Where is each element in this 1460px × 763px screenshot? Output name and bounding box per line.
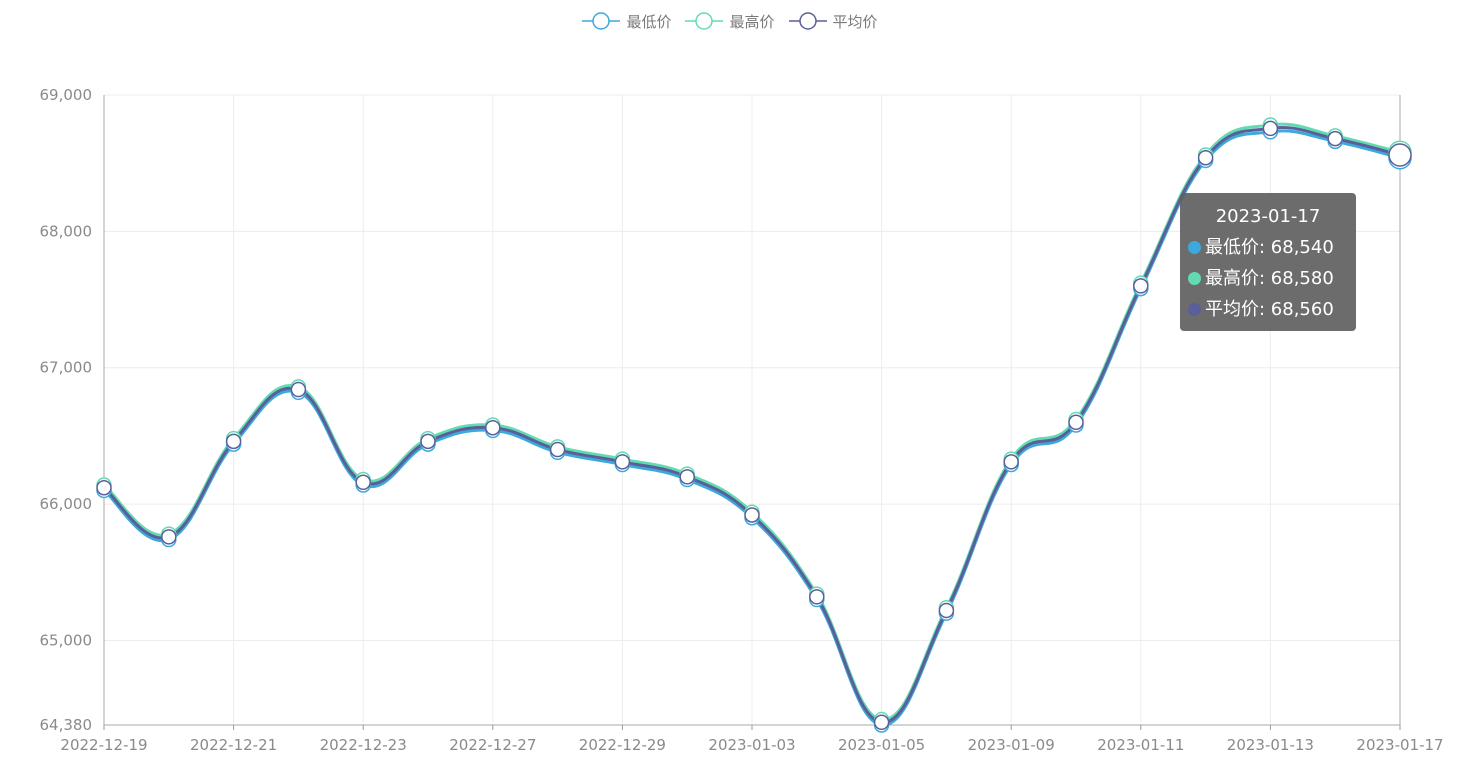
legend-line-circle-icon [582, 12, 621, 30]
y-tick-label: 66,000 [40, 495, 93, 513]
data-point[interactable] [1068, 414, 1084, 431]
data-point[interactable] [485, 419, 501, 436]
data-point[interactable] [96, 479, 112, 496]
y-tick-label: 68,000 [40, 222, 93, 240]
data-point[interactable] [549, 441, 566, 458]
y-tick-label: 69,000 [40, 86, 93, 104]
axes: 64,380 65,000 66,000 67,000 68,000 69,000 2022… [40, 86, 1444, 754]
tooltip-row-avg: 平均价: 68,560 [1188, 294, 1356, 325]
data-point[interactable] [679, 469, 695, 485]
data-point[interactable] [225, 433, 242, 450]
tooltip-row-low: 最低价: 68,540 [1188, 232, 1356, 263]
grid [103, 94, 1401, 726]
tooltip-dot [1188, 303, 1201, 316]
tooltip-row-label: 最高价: 68,580 [1205, 268, 1334, 289]
data-point[interactable] [938, 602, 955, 619]
data-point[interactable] [161, 529, 177, 545]
chart-legend: 最低价 最高价 平均价 [0, 8, 1460, 34]
x-tick-label: 2022-12-21 [190, 736, 277, 754]
data-point[interactable] [355, 474, 371, 491]
legend-label: 最低价 [626, 12, 672, 31]
y-tick-label: 65,000 [40, 631, 93, 649]
x-tick-label: 2023-01-05 [838, 736, 925, 754]
data-point[interactable] [1133, 278, 1149, 294]
data-points [96, 117, 1412, 733]
x-tick-label: 2022-12-19 [60, 736, 147, 754]
x-tick-label: 2023-01-09 [968, 736, 1055, 754]
tooltip-dot [1188, 241, 1201, 254]
data-point[interactable] [744, 507, 760, 523]
x-tick-label: 2023-01-11 [1097, 736, 1184, 754]
x-tick-label: 2023-01-13 [1227, 736, 1314, 754]
series [103, 122, 1401, 727]
legend-item[interactable]: 最高价 [685, 11, 775, 32]
data-point[interactable] [420, 433, 436, 450]
x-tick-label: 2022-12-27 [449, 736, 536, 754]
x-tick-label: 2022-12-23 [320, 736, 407, 754]
data-point[interactable] [809, 589, 825, 605]
y-tick-label: 67,000 [40, 359, 93, 377]
legend-line-circle-icon [788, 12, 827, 30]
data-point[interactable] [1388, 143, 1412, 167]
series-line-2 [103, 126, 1401, 724]
legend-label: 平均价 [832, 12, 878, 31]
legend-line-circle-icon [685, 12, 724, 30]
data-point[interactable] [614, 454, 631, 470]
x-tick-label: 2023-01-03 [708, 736, 795, 754]
data-point[interactable] [873, 714, 890, 731]
y-tick-label: 64,380 [40, 716, 93, 734]
legend-item[interactable]: 最低价 [582, 11, 671, 32]
tooltip-dot [1188, 272, 1201, 285]
x-tick-label: 2023-01-17 [1356, 736, 1443, 754]
data-point[interactable] [1197, 149, 1214, 166]
data-point[interactable] [1003, 454, 1019, 470]
tooltip: 2023-01-17 最低价: 68,540 最高价: 68,580 平均价: … [1180, 193, 1356, 331]
tooltip-row-label: 平均价: 68,560 [1205, 299, 1334, 320]
data-point[interactable] [1327, 130, 1343, 147]
legend-label: 最高价 [729, 12, 775, 31]
data-point[interactable] [290, 381, 307, 398]
tooltip-title: 2023-01-17 [1215, 206, 1321, 227]
data-point[interactable] [1262, 120, 1279, 137]
tooltip-row-high: 最高价: 68,580 [1188, 263, 1356, 294]
tooltip-row-label: 最低价: 68,540 [1205, 237, 1334, 258]
x-tick-label: 2022-12-29 [579, 736, 666, 754]
legend-item[interactable]: 平均价 [788, 11, 878, 32]
